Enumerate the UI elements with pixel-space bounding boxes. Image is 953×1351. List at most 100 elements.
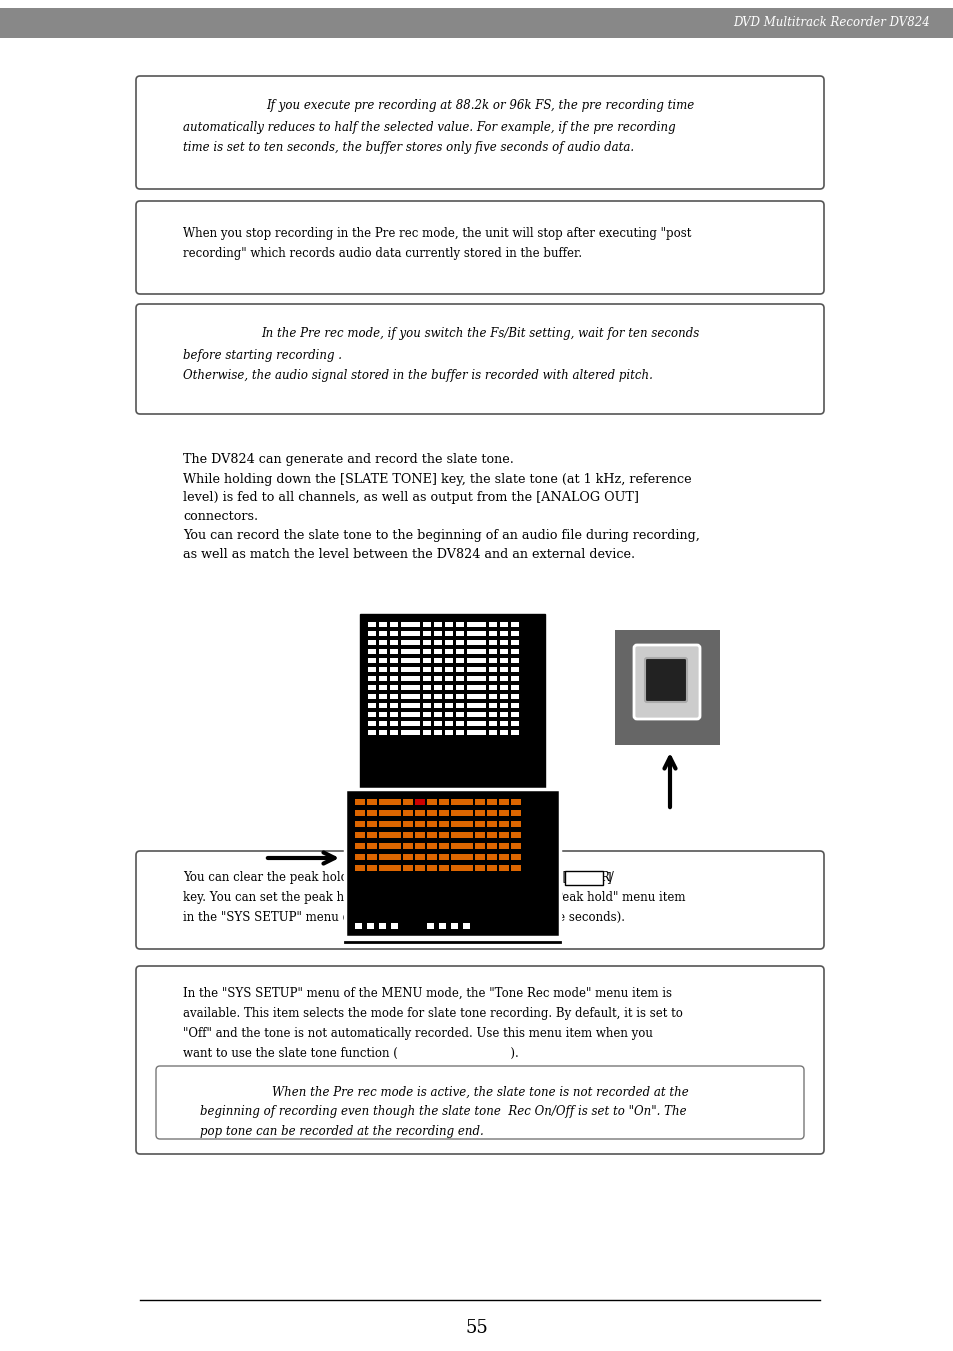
FancyBboxPatch shape bbox=[136, 76, 823, 189]
Bar bbox=[451, 821, 469, 827]
FancyBboxPatch shape bbox=[156, 1066, 803, 1139]
Bar bbox=[390, 685, 397, 690]
Bar bbox=[456, 621, 463, 627]
Text: 55: 55 bbox=[465, 1319, 488, 1337]
Bar bbox=[400, 667, 415, 671]
Text: You can clear the peak hold of the level meters by pressing the [CLEAR/: You can clear the peak hold of the level… bbox=[183, 871, 613, 885]
Bar bbox=[467, 667, 480, 671]
Bar bbox=[489, 648, 497, 654]
Bar bbox=[378, 854, 396, 861]
Bar bbox=[412, 621, 419, 627]
Bar bbox=[415, 798, 424, 805]
Text: connectors.: connectors. bbox=[183, 511, 258, 523]
Text: You can record the slate tone to the beginning of an audio file during recording: You can record the slate tone to the beg… bbox=[183, 530, 700, 543]
Text: If you execute pre recording at 88.2k or 96k FS, the pre recording time: If you execute pre recording at 88.2k or… bbox=[266, 100, 694, 112]
Bar bbox=[391, 854, 400, 861]
Bar bbox=[402, 821, 413, 827]
Bar bbox=[498, 821, 509, 827]
Bar bbox=[489, 676, 497, 681]
Bar bbox=[378, 832, 396, 838]
Bar bbox=[378, 865, 396, 871]
Bar bbox=[456, 631, 463, 636]
Bar bbox=[378, 694, 387, 698]
Bar bbox=[434, 703, 441, 708]
Bar bbox=[511, 676, 518, 681]
Bar bbox=[467, 631, 480, 636]
Bar bbox=[434, 712, 441, 717]
Bar bbox=[477, 703, 485, 708]
Bar bbox=[498, 832, 509, 838]
Bar bbox=[477, 648, 485, 654]
Bar bbox=[422, 712, 431, 717]
Bar bbox=[477, 640, 485, 644]
Text: In the Pre rec mode, if you switch the Fs/Bit setting, wait for ten seconds: In the Pre rec mode, if you switch the F… bbox=[260, 327, 699, 340]
Bar bbox=[422, 631, 431, 636]
Text: as well as match the level between the DV824 and an external device.: as well as match the level between the D… bbox=[183, 549, 635, 562]
Bar bbox=[434, 658, 441, 663]
Bar bbox=[456, 667, 463, 671]
Bar bbox=[477, 730, 485, 735]
Bar bbox=[390, 694, 397, 698]
Bar bbox=[444, 640, 453, 644]
Bar bbox=[355, 832, 365, 838]
Bar bbox=[434, 648, 441, 654]
Bar bbox=[378, 676, 387, 681]
Bar bbox=[486, 865, 497, 871]
Bar bbox=[427, 843, 436, 848]
Bar bbox=[422, 694, 431, 698]
Bar bbox=[444, 694, 453, 698]
Bar bbox=[415, 843, 424, 848]
Bar bbox=[456, 712, 463, 717]
Bar bbox=[400, 685, 415, 690]
Bar bbox=[355, 854, 365, 861]
Bar bbox=[368, 648, 375, 654]
Bar bbox=[438, 811, 449, 816]
Bar bbox=[427, 854, 436, 861]
Bar bbox=[499, 685, 507, 690]
Bar bbox=[615, 630, 720, 744]
Bar bbox=[486, 811, 497, 816]
Bar bbox=[498, 865, 509, 871]
Bar bbox=[467, 712, 480, 717]
Bar bbox=[475, 843, 484, 848]
Bar bbox=[498, 811, 509, 816]
Text: want to use the slate tone function (                              ).: want to use the slate tone function ( ). bbox=[183, 1047, 518, 1059]
Bar bbox=[412, 640, 419, 644]
Bar bbox=[499, 631, 507, 636]
Bar bbox=[422, 621, 431, 627]
Bar bbox=[400, 712, 415, 717]
Bar bbox=[412, 631, 419, 636]
Bar bbox=[486, 854, 497, 861]
Bar bbox=[462, 821, 473, 827]
Bar bbox=[368, 676, 375, 681]
Bar bbox=[378, 811, 396, 816]
Bar bbox=[412, 676, 419, 681]
Bar bbox=[422, 703, 431, 708]
Bar bbox=[368, 703, 375, 708]
Bar bbox=[511, 694, 518, 698]
Bar bbox=[511, 854, 520, 861]
Bar bbox=[434, 721, 441, 725]
Bar bbox=[499, 676, 507, 681]
Bar bbox=[367, 832, 376, 838]
Bar bbox=[489, 712, 497, 717]
Bar bbox=[367, 821, 376, 827]
Bar bbox=[444, 721, 453, 725]
Bar bbox=[412, 658, 419, 663]
Bar bbox=[462, 923, 470, 929]
Bar bbox=[456, 730, 463, 735]
Bar bbox=[402, 843, 413, 848]
Bar bbox=[477, 694, 485, 698]
Text: key. You can set the peak hold time of the level meter via the "Peak hold" menu : key. You can set the peak hold time of t… bbox=[183, 892, 685, 905]
Bar bbox=[390, 631, 397, 636]
Bar bbox=[511, 640, 518, 644]
Bar bbox=[390, 730, 397, 735]
Bar bbox=[451, 865, 469, 871]
Bar bbox=[368, 667, 375, 671]
Bar bbox=[511, 730, 518, 735]
Bar bbox=[415, 865, 424, 871]
Bar bbox=[499, 621, 507, 627]
Bar bbox=[368, 694, 375, 698]
Bar bbox=[489, 721, 497, 725]
Bar bbox=[378, 821, 396, 827]
